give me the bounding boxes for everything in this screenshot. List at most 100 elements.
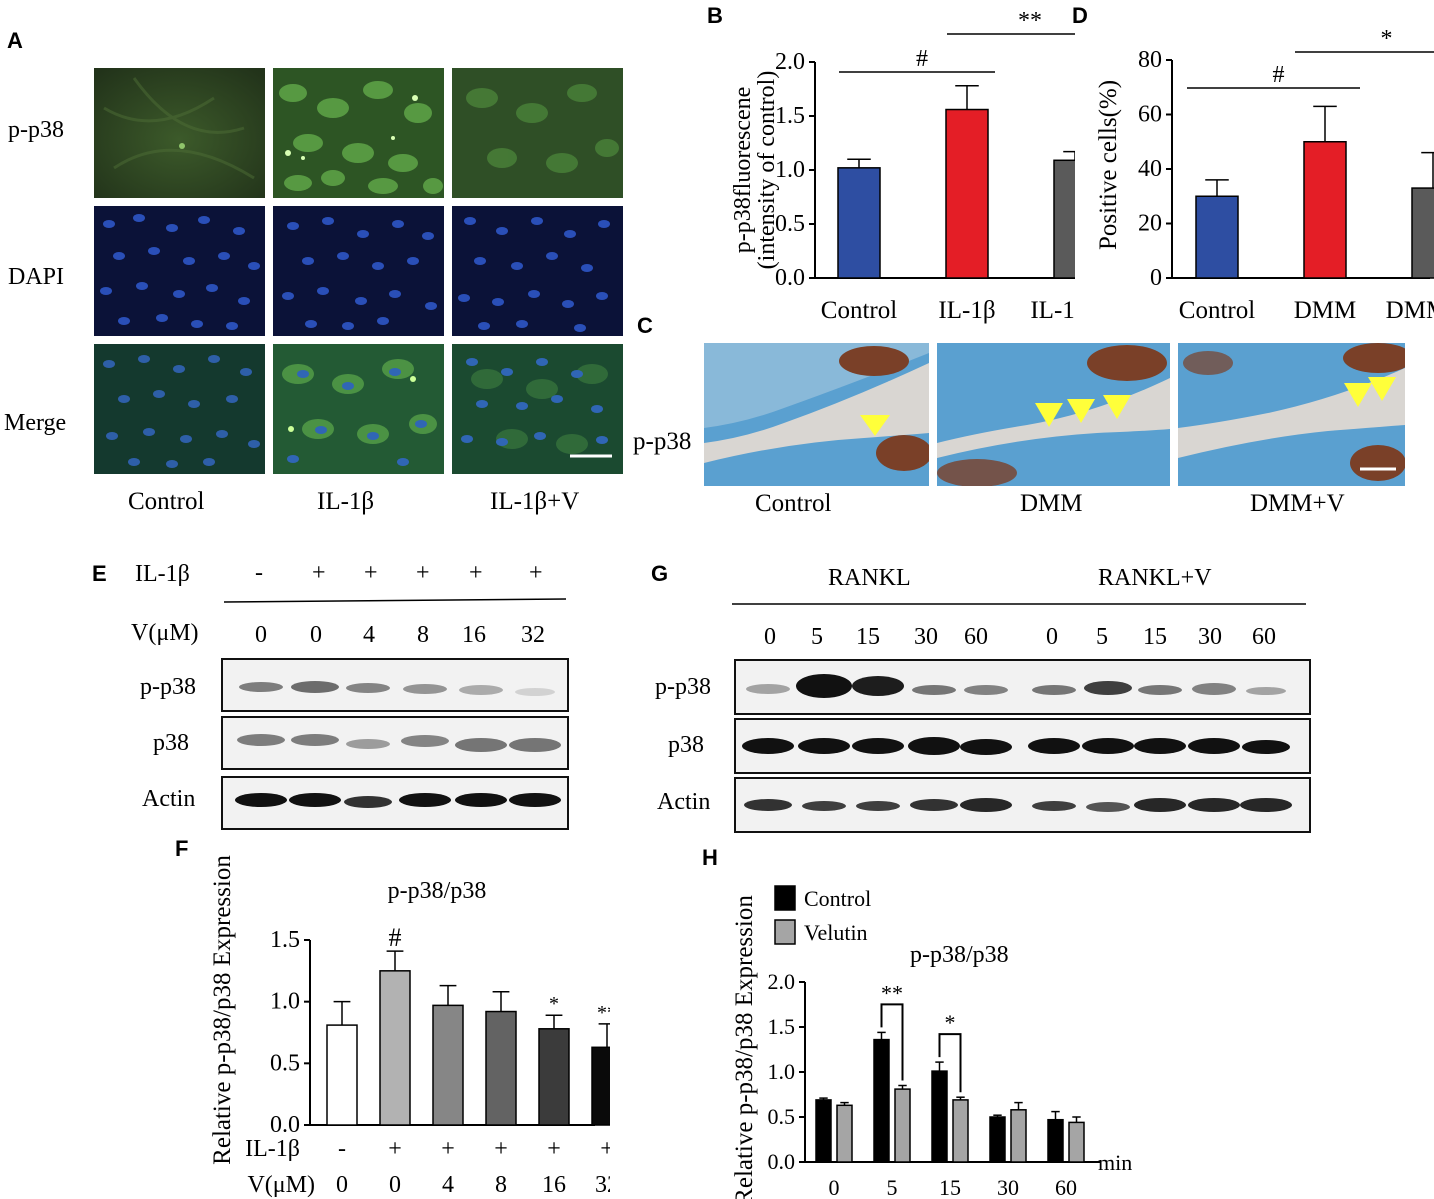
chart-d-ytick-label-0: 0 (1150, 265, 1162, 291)
chart-d-ytick-label-4: 80 (1138, 47, 1162, 73)
panel-e-blot-label-actin: Actin (142, 786, 196, 812)
panel-a-row-label-dapi: DAPI (8, 264, 65, 290)
panel-g-time-0: 0 (764, 624, 776, 650)
chart-h-xtick-label-4: 60 (1055, 1175, 1077, 1199)
chart-f-bar-4 (538, 1028, 570, 1126)
blot-e-pp38 (221, 658, 569, 712)
panel-g-time-7: 15 (1143, 624, 1167, 650)
chart-h-legend-swatch-0 (774, 885, 796, 911)
chart-h-legend-swatch-1 (774, 919, 796, 945)
chart-d-bar-0 (1195, 195, 1239, 279)
panel-label-a: A (7, 28, 23, 53)
chart-f-ylabel: Relative p-p38/p38 Expression (209, 855, 236, 1165)
chart-f-bar-0 (326, 1024, 358, 1126)
panel-e-sign-4: + (469, 560, 483, 586)
chart-h-sig-bracket-1 (938, 1033, 962, 1093)
chart-f-sign-0: - (338, 1136, 346, 1162)
panel-g-time-1: 5 (811, 624, 823, 650)
panel-e-v-5: 32 (521, 622, 545, 648)
chart-h-bar-0-3 (989, 1116, 1006, 1163)
panel-e-sign-1: + (312, 560, 326, 586)
chart-h-bar-0-4 (1047, 1118, 1064, 1163)
chart-f-ytick-label-1: 0.5 (270, 1050, 300, 1076)
panel-label-f: F (175, 836, 189, 861)
panel-g-time-8: 30 (1198, 624, 1222, 650)
chart-f-annotation-1: # (389, 923, 402, 952)
histology-control (704, 343, 929, 486)
chart-f-bar-3 (485, 1010, 517, 1126)
chart-f-annotation-4: * (549, 993, 559, 1015)
chart-h-sig-label-0: ** (881, 980, 903, 1005)
micrograph-pp38-il1b-v (452, 68, 623, 198)
chart-b: 0.00.51.01.52.0p-p38fluorescene(intensit… (730, 8, 1075, 324)
panel-g-time-6: 5 (1096, 624, 1108, 650)
panel-g-group-rankl-v: RANKL+V (1098, 565, 1212, 591)
chart-h-ytick-label-0: 0.0 (768, 1149, 796, 1174)
chart-f-sign-4: + (547, 1136, 561, 1162)
blot-g-actin (734, 777, 1311, 833)
chart-d-ytick-label-2: 40 (1138, 156, 1162, 182)
chart-h-ylabel: Relative p-p38/p38 Expression (731, 895, 758, 1199)
panel-a-col-label-control: Control (128, 488, 205, 515)
panel-a-row-label-merge: Merge (4, 410, 67, 436)
chart-d: 0 20 40 60 80 Positive cells(%) Control DMM DMM+… (1095, 26, 1434, 324)
chart-h-xtick-label-3: 30 (997, 1175, 1019, 1199)
panel-e-divider (223, 598, 567, 603)
histology-dmm (937, 343, 1170, 486)
chart-h: 0.0 0.5 1.0 1.5 2.0 Relative p-p38/p38 Expres… (731, 885, 1132, 1199)
chart-b-ytick-label-2: 1.0 (775, 157, 805, 183)
micrograph-dapi-il1b (273, 206, 444, 336)
chart-f: 0.0 0.5 1.0 1.5 Relative p-p38/p38 Expressio… (209, 855, 610, 1198)
chart-f-bar-5 (591, 1046, 610, 1126)
panel-e-blot-label-p38: p38 (153, 730, 189, 756)
chart-h-title: p-p38/p38 (910, 942, 1009, 968)
panel-label-h: H (702, 845, 718, 870)
chart-f-v-5: 32 (595, 1172, 610, 1198)
chart-b-xtick-label-2: IL-1β+V (1030, 297, 1075, 324)
panel-e-blot-label-pp38: p-p38 (140, 674, 196, 700)
chart-h-ytick-label-3: 1.5 (768, 1014, 796, 1039)
panel-e-sign-2: + (364, 560, 378, 586)
panel-c-col-label-dmm-v: DMM+V (1250, 490, 1345, 517)
chart-b-ylabel: p-p38fluorescene(intensity of control) (730, 71, 780, 270)
panel-e-v-1: 0 (310, 622, 322, 648)
micrograph-pp38-il1b (273, 68, 444, 198)
chart-b-ylabel-line-1: (intensity of control) (754, 71, 780, 270)
chart-f-v-3: 8 (495, 1172, 507, 1198)
chart-f-ytick-label-2: 1.0 (270, 989, 300, 1015)
chart-b-bar-2 (1053, 159, 1075, 279)
panel-a-col-label-il1b-v: IL-1β+V (490, 488, 580, 515)
panel-g-time-5: 0 (1046, 624, 1058, 650)
panel-label-g: G (651, 561, 669, 586)
chart-d-bar-2 (1411, 187, 1434, 279)
chart-b-ytick-label-0: 0.0 (775, 265, 805, 291)
chart-h-ytick-label-2: 1.0 (768, 1059, 796, 1084)
histology-dmm-v (1178, 343, 1405, 486)
chart-h-ytick-label-4: 2.0 (768, 969, 796, 994)
chart-f-il1b-label: IL-1β (245, 1136, 300, 1162)
chart-d-xtick-label-1: DMM (1294, 297, 1357, 324)
panel-c-col-label-control: Control (755, 490, 832, 517)
chart-h-xtick-label-2: 15 (939, 1175, 961, 1199)
micrograph-pp38-control (94, 68, 265, 198)
chart-b-sig-label-1: ** (1018, 8, 1042, 34)
panel-label-c: C (637, 313, 653, 338)
chart-f-sign-2: + (441, 1136, 455, 1162)
panel-label-b: B (707, 3, 723, 28)
panel-g-time-9: 60 (1252, 624, 1276, 650)
panel-label-e: E (92, 561, 107, 586)
chart-h-sig-bracket-0 (880, 1003, 904, 1081)
chart-d-sig-label-1: * (1381, 26, 1393, 52)
panel-g-divider (732, 603, 1306, 605)
chart-f-title: p-p38/p38 (388, 878, 487, 904)
chart-d-ylabel: Positive cells(%) (1095, 80, 1122, 250)
micrograph-merge-il1b (273, 344, 444, 474)
chart-d-ytick-label-3: 60 (1138, 102, 1162, 128)
blot-g-p38 (734, 718, 1311, 774)
micrograph-dapi-control (94, 206, 265, 336)
panel-label-d: D (1072, 3, 1088, 28)
panel-e-sign-0: - (255, 560, 263, 586)
panel-e-sign-3: + (416, 560, 430, 586)
chart-f-sign-1: + (388, 1136, 402, 1162)
panel-g-blot-label-actin: Actin (657, 789, 711, 815)
